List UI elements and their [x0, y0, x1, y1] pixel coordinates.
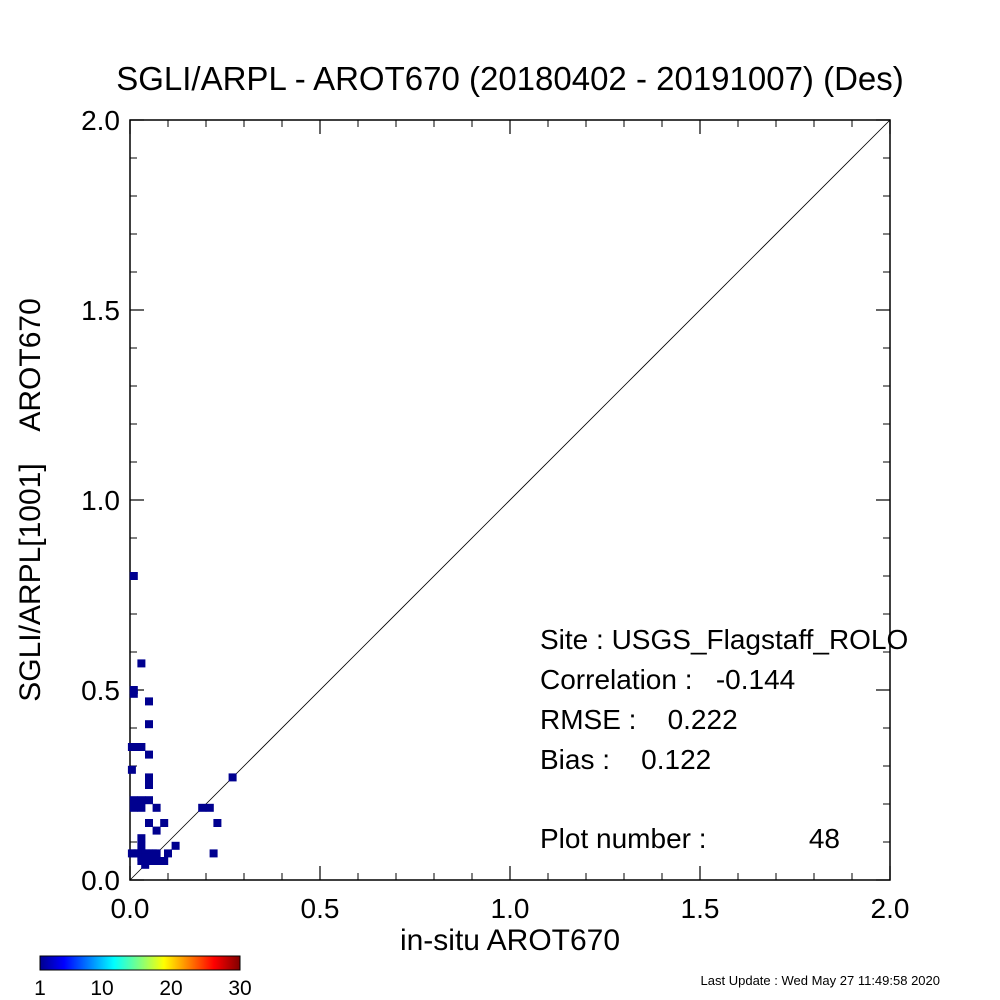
scatter-point [152, 803, 161, 812]
colorbar-tick-label: 10 [90, 977, 113, 1000]
scatter-points [127, 572, 237, 869]
scatter-point [145, 750, 153, 759]
x-tick-labels: 0.0 0.5 1.0 1.5 2.0 [111, 893, 910, 924]
scatter-point [137, 796, 146, 805]
y-tick-label: 0.5 [81, 675, 120, 706]
scatter-point [141, 860, 150, 869]
scatter-point [137, 834, 146, 843]
scatter-point [137, 803, 146, 812]
scatter-point [129, 796, 138, 805]
scatter-point [145, 773, 153, 782]
scatter-point [129, 803, 138, 812]
scatter-point [145, 781, 153, 789]
x-tick-label: 1.5 [681, 893, 720, 924]
scatter-point [145, 720, 153, 729]
scatter-point [145, 819, 153, 827]
one-to-one-line [129, 119, 891, 881]
scatter-point [160, 857, 169, 865]
scatter-point [160, 819, 169, 827]
y-tick-label: 0.0 [81, 865, 120, 896]
stat-site: Site : USGS_Flagstaff_ROLO [540, 624, 908, 655]
x-tick-label: 1.0 [491, 893, 530, 924]
colorbar-tick-label: 30 [228, 977, 251, 1000]
scatter-point [213, 819, 222, 827]
chart-title: SGLI/ARPL - AROT670 (20180402 - 20191007… [116, 60, 904, 97]
scatter-point [152, 849, 161, 858]
y-axis-label: SGLI/ARPL[1001] AROT670 [14, 298, 47, 702]
scatter-point [171, 841, 180, 850]
scatter-point [137, 841, 146, 850]
stat-correlation: Correlation : -0.144 [540, 664, 795, 695]
stat-bias: Bias : 0.122 [540, 744, 711, 775]
colorbar-tick-label: 20 [159, 977, 182, 1000]
minor-ticks [130, 120, 890, 880]
colorbar [39, 955, 241, 971]
colorbar-tick-label: 1 [34, 977, 46, 1000]
x-axis-label: in-situ AROT670 [400, 924, 620, 957]
major-ticks [129, 119, 891, 881]
stat-plot-number-value: 48 [809, 823, 840, 854]
scatter-point [198, 803, 207, 812]
scatter-point [164, 849, 172, 858]
scatter-point [129, 689, 138, 698]
x-tick-label: 2.0 [871, 893, 910, 924]
scatter-point [205, 803, 214, 812]
y-tick-labels: 0.0 0.5 1.0 1.5 2.0 [81, 105, 120, 896]
y-tick-label: 2.0 [81, 105, 120, 136]
scatter-point [152, 826, 161, 835]
stat-rmse: RMSE : 0.222 [540, 704, 738, 735]
stat-plot-number: Plot number : [540, 823, 707, 854]
scatter-point [127, 765, 136, 774]
scatter-point [137, 743, 146, 751]
x-tick-label: 0.5 [301, 893, 340, 924]
scatter-point [145, 697, 153, 706]
scatter-point [127, 743, 136, 751]
scatter-point [145, 796, 153, 805]
y-tick-label: 1.0 [81, 485, 120, 516]
y-tick-label: 1.5 [81, 295, 120, 326]
scatter-point [129, 572, 138, 580]
scatter-point [228, 773, 237, 782]
scatter-point [209, 849, 218, 858]
x-tick-label: 0.0 [111, 893, 150, 924]
scatter-point [137, 659, 146, 668]
last-update: Last Update : Wed May 27 11:49:58 2020 [701, 973, 940, 988]
colorbar-labels: 1 10 20 30 [34, 977, 252, 1000]
